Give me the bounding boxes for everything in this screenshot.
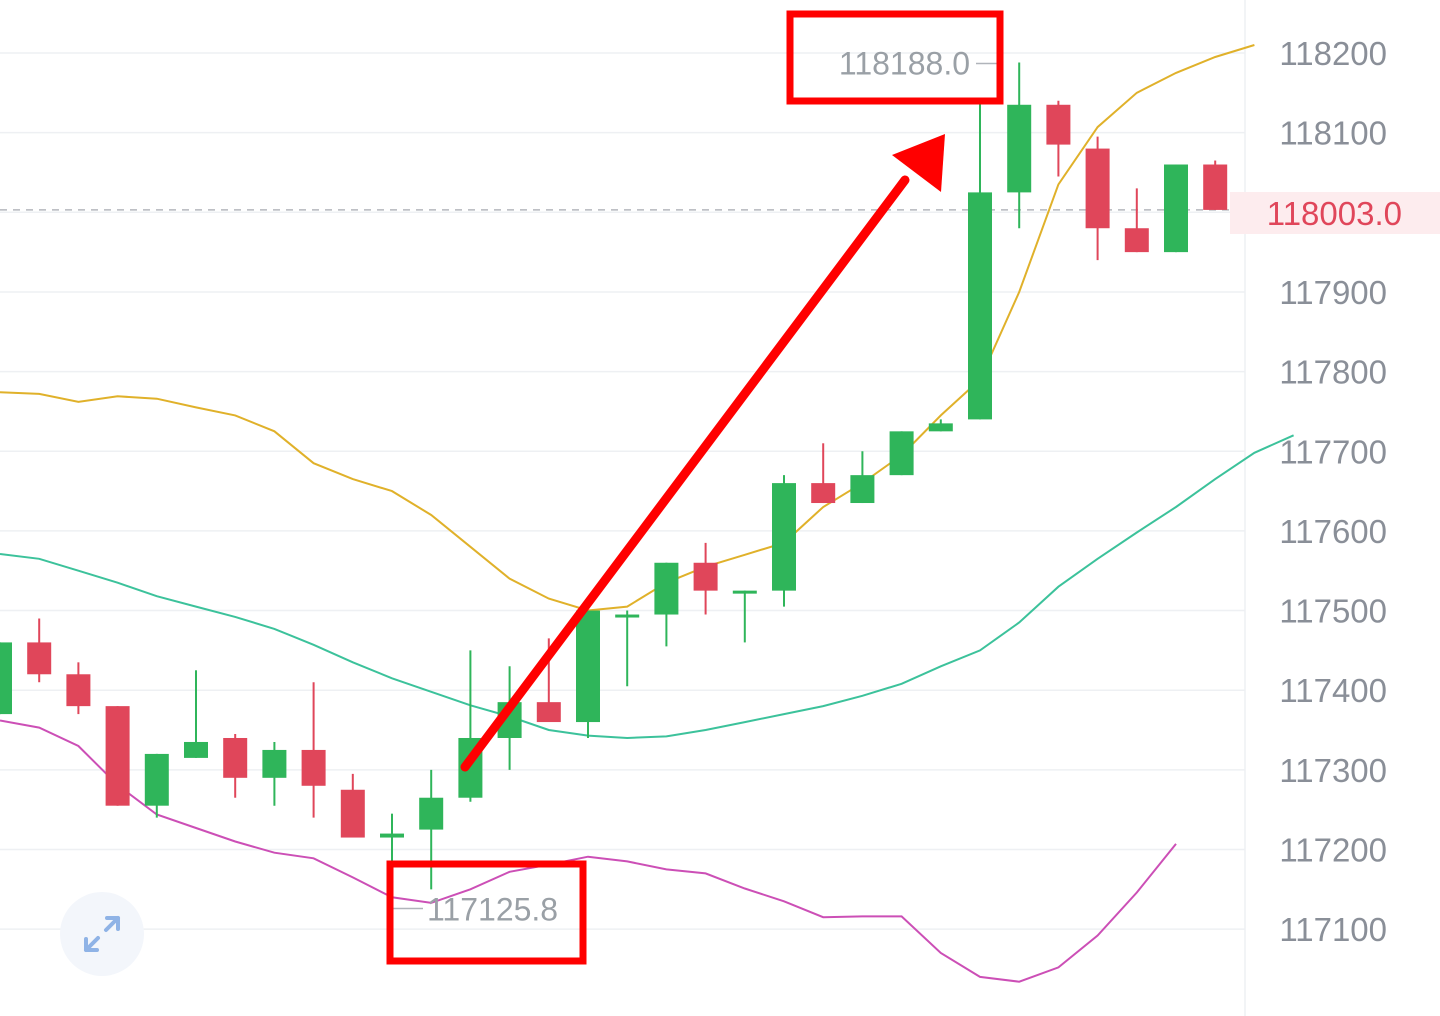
expand-button[interactable] xyxy=(60,892,144,976)
candle-body xyxy=(144,753,169,806)
candle xyxy=(1164,164,1188,253)
candle xyxy=(654,562,679,647)
candle-body xyxy=(654,562,679,615)
candle xyxy=(458,650,483,802)
last-price-background xyxy=(1230,192,1440,234)
candle-body xyxy=(1085,148,1110,229)
candle-body xyxy=(772,483,796,591)
candle-body xyxy=(419,797,444,830)
indicator-line xyxy=(0,434,1295,740)
candle xyxy=(928,419,953,432)
candle xyxy=(262,741,287,806)
candle-body xyxy=(889,431,914,476)
candle-body xyxy=(340,789,365,838)
candle xyxy=(301,682,326,818)
y-tick-label: 117800 xyxy=(1279,354,1387,391)
candle-body xyxy=(262,749,287,778)
candle xyxy=(66,662,91,715)
candle xyxy=(1046,100,1071,177)
indicator-line xyxy=(0,44,1255,612)
drawn-overlay xyxy=(386,10,1004,965)
y-tick-label: 117500 xyxy=(1279,593,1387,630)
candle-body xyxy=(615,614,640,618)
min-highlight-box xyxy=(386,860,587,965)
candle-body xyxy=(811,483,836,504)
annotations: 118188.0 117125.8 xyxy=(392,46,1004,927)
candle-body xyxy=(536,702,561,723)
y-tick-label: 117700 xyxy=(1279,433,1387,470)
candle-body xyxy=(1046,104,1071,145)
candle-body xyxy=(1007,104,1032,193)
candle xyxy=(889,431,914,476)
candle xyxy=(1124,188,1149,253)
max-price-label: 118188.0 xyxy=(839,46,970,82)
candle xyxy=(144,753,169,818)
y-tick-label: 117900 xyxy=(1279,274,1387,311)
candle xyxy=(576,610,600,738)
candle xyxy=(1203,160,1228,210)
candles xyxy=(0,62,1228,909)
candle-body xyxy=(850,475,875,504)
candle xyxy=(0,642,12,715)
candle-body xyxy=(27,642,52,675)
y-axis-labels: 117100 117200 117300 117400 117500 117600 1177… xyxy=(1279,35,1387,948)
trend-arrow-head xyxy=(892,134,945,192)
candle xyxy=(772,475,796,607)
candle-body xyxy=(223,737,248,778)
candle-body xyxy=(1164,164,1188,253)
y-tick-label: 117100 xyxy=(1279,911,1387,948)
candle xyxy=(811,443,836,504)
candle xyxy=(105,706,130,806)
y-tick-label: 117200 xyxy=(1279,832,1387,869)
candle xyxy=(615,610,640,687)
expand-arrows-icon xyxy=(84,916,120,952)
candle xyxy=(340,773,365,838)
y-tick-label: 118200 xyxy=(1279,35,1387,72)
y-tick-label: 117600 xyxy=(1279,513,1387,550)
candle-body xyxy=(1124,228,1149,253)
candle-body xyxy=(184,741,208,758)
min-price-label: 117125.8 xyxy=(427,891,558,927)
candle xyxy=(732,590,757,643)
candle xyxy=(1085,136,1110,261)
grid-lines xyxy=(0,0,1246,1016)
candle-body xyxy=(380,833,404,838)
candle xyxy=(27,618,52,683)
candle-body xyxy=(576,610,600,723)
candle xyxy=(419,769,444,890)
indicator-lines xyxy=(0,44,1295,983)
candle-body xyxy=(105,706,130,806)
y-tick-label: 117300 xyxy=(1279,752,1387,789)
candle xyxy=(850,451,875,504)
indicator-line xyxy=(0,719,1177,983)
candle xyxy=(693,542,718,615)
candle-body xyxy=(968,192,992,420)
candle-body xyxy=(0,642,12,715)
max-highlight-box xyxy=(786,10,1004,105)
y-tick-label: 118100 xyxy=(1279,115,1387,152)
candle-body xyxy=(301,749,326,786)
candle xyxy=(968,100,992,420)
candle-body xyxy=(928,423,953,432)
candle xyxy=(1007,62,1032,229)
candle xyxy=(184,670,208,758)
candle xyxy=(223,734,248,798)
y-tick-label: 117400 xyxy=(1279,672,1387,709)
candle-body xyxy=(732,590,757,594)
candle-body xyxy=(66,674,91,707)
last-price-tag: 118003.0 xyxy=(1230,192,1440,234)
trend-arrow-shaft xyxy=(460,175,910,772)
candle-body xyxy=(693,562,718,591)
last-price-label: 118003.0 xyxy=(1267,195,1402,232)
candle-body xyxy=(1203,164,1228,210)
